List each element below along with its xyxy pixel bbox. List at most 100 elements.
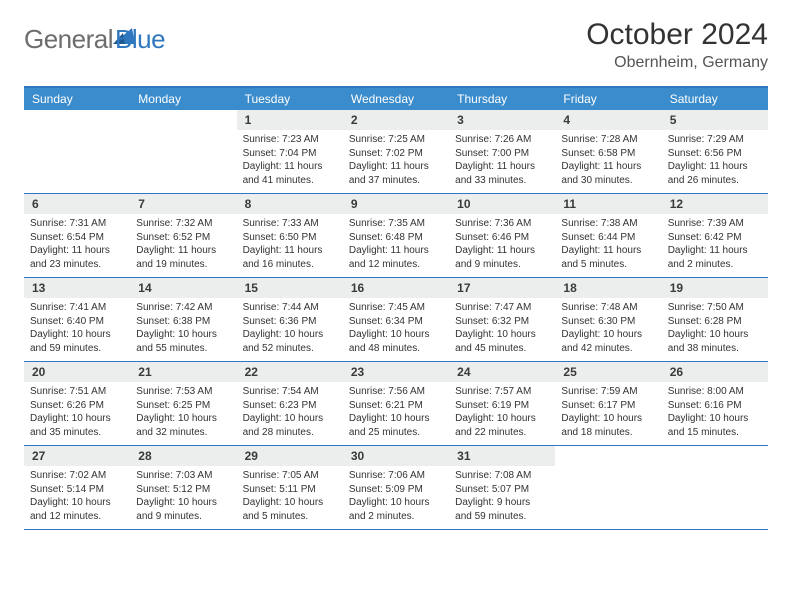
day-number: 26	[662, 362, 768, 382]
day-number: 4	[555, 110, 661, 130]
sunrise-line: Sunrise: 7:03 AM	[136, 469, 230, 483]
sunset-line: Sunset: 5:09 PM	[349, 483, 443, 497]
sunrise-line: Sunrise: 7:42 AM	[136, 301, 230, 315]
day-number: 17	[449, 278, 555, 298]
day-body: Sunrise: 7:33 AMSunset: 6:50 PMDaylight:…	[237, 214, 343, 277]
sunrise-line: Sunrise: 7:57 AM	[455, 385, 549, 399]
day-number: 6	[24, 194, 130, 214]
day-body: Sunrise: 7:42 AMSunset: 6:38 PMDaylight:…	[130, 298, 236, 361]
day-cell: 4Sunrise: 7:28 AMSunset: 6:58 PMDaylight…	[555, 110, 661, 193]
sunrise-line: Sunrise: 7:53 AM	[136, 385, 230, 399]
sunset-line: Sunset: 5:11 PM	[243, 483, 337, 497]
day-body: Sunrise: 7:41 AMSunset: 6:40 PMDaylight:…	[24, 298, 130, 361]
daylight-line: Daylight: 11 hours and 41 minutes.	[243, 160, 337, 187]
sunrise-line: Sunrise: 7:26 AM	[455, 133, 549, 147]
daylight-line: Daylight: 10 hours and 25 minutes.	[349, 412, 443, 439]
sunset-line: Sunset: 6:25 PM	[136, 399, 230, 413]
day-number: 8	[237, 194, 343, 214]
dow-cell: Tuesday	[237, 88, 343, 110]
day-body: Sunrise: 7:39 AMSunset: 6:42 PMDaylight:…	[662, 214, 768, 277]
sunset-line: Sunset: 6:44 PM	[561, 231, 655, 245]
daylight-line: Daylight: 11 hours and 9 minutes.	[455, 244, 549, 271]
sunrise-line: Sunrise: 7:32 AM	[136, 217, 230, 231]
day-number: 10	[449, 194, 555, 214]
days-of-week-row: SundayMondayTuesdayWednesdayThursdayFrid…	[24, 88, 768, 110]
daylight-line: Daylight: 11 hours and 26 minutes.	[668, 160, 762, 187]
sunrise-line: Sunrise: 8:00 AM	[668, 385, 762, 399]
day-cell: 15Sunrise: 7:44 AMSunset: 6:36 PMDayligh…	[237, 278, 343, 361]
day-cell: 29Sunrise: 7:05 AMSunset: 5:11 PMDayligh…	[237, 446, 343, 529]
day-body: Sunrise: 7:05 AMSunset: 5:11 PMDaylight:…	[237, 466, 343, 529]
sunset-line: Sunset: 6:56 PM	[668, 147, 762, 161]
day-number: 20	[24, 362, 130, 382]
day-number: 22	[237, 362, 343, 382]
sunrise-line: Sunrise: 7:48 AM	[561, 301, 655, 315]
sunset-line: Sunset: 6:52 PM	[136, 231, 230, 245]
sunrise-line: Sunrise: 7:02 AM	[30, 469, 124, 483]
daylight-line: Daylight: 11 hours and 2 minutes.	[668, 244, 762, 271]
logo-text-general: General	[24, 24, 113, 55]
title-block: October 2024 Obernheim, Germany	[586, 18, 768, 72]
day-cell: 24Sunrise: 7:57 AMSunset: 6:19 PMDayligh…	[449, 362, 555, 445]
day-cell: 1Sunrise: 7:23 AMSunset: 7:04 PMDaylight…	[237, 110, 343, 193]
day-cell: 25Sunrise: 7:59 AMSunset: 6:17 PMDayligh…	[555, 362, 661, 445]
day-cell: 18Sunrise: 7:48 AMSunset: 6:30 PMDayligh…	[555, 278, 661, 361]
sunset-line: Sunset: 6:54 PM	[30, 231, 124, 245]
sunset-line: Sunset: 6:28 PM	[668, 315, 762, 329]
sunset-line: Sunset: 6:19 PM	[455, 399, 549, 413]
day-cell	[24, 110, 130, 193]
day-cell: 8Sunrise: 7:33 AMSunset: 6:50 PMDaylight…	[237, 194, 343, 277]
day-body: Sunrise: 7:25 AMSunset: 7:02 PMDaylight:…	[343, 130, 449, 193]
day-cell: 6Sunrise: 7:31 AMSunset: 6:54 PMDaylight…	[24, 194, 130, 277]
header: General Blue October 2024 Obernheim, Ger…	[24, 18, 768, 72]
day-number: 30	[343, 446, 449, 466]
sunrise-line: Sunrise: 7:06 AM	[349, 469, 443, 483]
weeks-container: 1Sunrise: 7:23 AMSunset: 7:04 PMDaylight…	[24, 110, 768, 530]
daylight-line: Daylight: 10 hours and 55 minutes.	[136, 328, 230, 355]
daylight-line: Daylight: 10 hours and 42 minutes.	[561, 328, 655, 355]
day-number: 15	[237, 278, 343, 298]
sunrise-line: Sunrise: 7:33 AM	[243, 217, 337, 231]
sunset-line: Sunset: 6:38 PM	[136, 315, 230, 329]
sunset-line: Sunset: 5:12 PM	[136, 483, 230, 497]
day-body: Sunrise: 7:23 AMSunset: 7:04 PMDaylight:…	[237, 130, 343, 193]
day-cell	[555, 446, 661, 529]
day-body: Sunrise: 7:51 AMSunset: 6:26 PMDaylight:…	[24, 382, 130, 445]
day-body: Sunrise: 7:32 AMSunset: 6:52 PMDaylight:…	[130, 214, 236, 277]
page-title: October 2024	[586, 18, 768, 52]
day-cell: 22Sunrise: 7:54 AMSunset: 6:23 PMDayligh…	[237, 362, 343, 445]
dow-cell: Wednesday	[343, 88, 449, 110]
sunrise-line: Sunrise: 7:54 AM	[243, 385, 337, 399]
day-number: 25	[555, 362, 661, 382]
day-body: Sunrise: 7:56 AMSunset: 6:21 PMDaylight:…	[343, 382, 449, 445]
sunrise-line: Sunrise: 7:59 AM	[561, 385, 655, 399]
day-number: 9	[343, 194, 449, 214]
day-cell: 9Sunrise: 7:35 AMSunset: 6:48 PMDaylight…	[343, 194, 449, 277]
day-cell: 21Sunrise: 7:53 AMSunset: 6:25 PMDayligh…	[130, 362, 236, 445]
daylight-line: Daylight: 10 hours and 15 minutes.	[668, 412, 762, 439]
day-body: Sunrise: 8:00 AMSunset: 6:16 PMDaylight:…	[662, 382, 768, 445]
day-body: Sunrise: 7:08 AMSunset: 5:07 PMDaylight:…	[449, 466, 555, 529]
daylight-line: Daylight: 10 hours and 2 minutes.	[349, 496, 443, 523]
daylight-line: Daylight: 11 hours and 37 minutes.	[349, 160, 443, 187]
logo: General Blue	[24, 18, 165, 55]
sunrise-line: Sunrise: 7:23 AM	[243, 133, 337, 147]
day-cell: 23Sunrise: 7:56 AMSunset: 6:21 PMDayligh…	[343, 362, 449, 445]
day-cell: 7Sunrise: 7:32 AMSunset: 6:52 PMDaylight…	[130, 194, 236, 277]
day-body: Sunrise: 7:38 AMSunset: 6:44 PMDaylight:…	[555, 214, 661, 277]
sunset-line: Sunset: 6:26 PM	[30, 399, 124, 413]
daylight-line: Daylight: 10 hours and 22 minutes.	[455, 412, 549, 439]
day-number: 16	[343, 278, 449, 298]
week-row: 20Sunrise: 7:51 AMSunset: 6:26 PMDayligh…	[24, 362, 768, 446]
day-cell: 28Sunrise: 7:03 AMSunset: 5:12 PMDayligh…	[130, 446, 236, 529]
logo-text-blue: Blue	[115, 24, 165, 55]
day-body: Sunrise: 7:53 AMSunset: 6:25 PMDaylight:…	[130, 382, 236, 445]
day-cell: 3Sunrise: 7:26 AMSunset: 7:00 PMDaylight…	[449, 110, 555, 193]
day-body: Sunrise: 7:35 AMSunset: 6:48 PMDaylight:…	[343, 214, 449, 277]
day-cell: 14Sunrise: 7:42 AMSunset: 6:38 PMDayligh…	[130, 278, 236, 361]
sunrise-line: Sunrise: 7:51 AM	[30, 385, 124, 399]
day-cell: 30 Sunrise: 7:06 AMSunset: 5:09 PMDayligh…	[343, 446, 449, 529]
sunrise-line: Sunrise: 7:36 AM	[455, 217, 549, 231]
day-number: 5	[662, 110, 768, 130]
day-number: 12	[662, 194, 768, 214]
